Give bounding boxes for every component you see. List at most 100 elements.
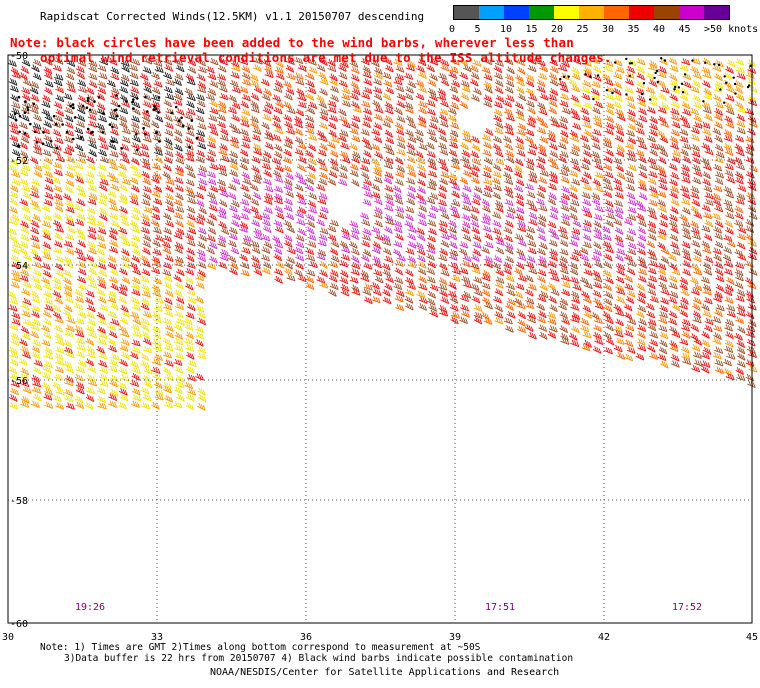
wind-barb [121,100,131,108]
wind-barb [272,121,282,129]
wind-barb [118,212,128,220]
wind-barb [162,212,172,221]
wind-barb [559,266,569,275]
wind-barb [460,304,470,312]
wind-barb [627,108,636,117]
wind-barb [8,346,18,354]
wind-barb [726,85,735,94]
wind-barb [20,268,30,277]
wind-barb [110,318,120,326]
quality-circle [101,131,105,134]
wind-barb [8,206,18,214]
wind-barb [591,197,601,206]
wind-barb [625,176,635,184]
wind-barb [506,310,516,319]
wind-barb [76,198,86,207]
wind-barb [130,360,139,369]
wind-barb [524,183,535,191]
wind-barb [494,120,504,129]
wind-barb [736,346,746,355]
wind-barb [396,135,406,143]
wind-barb [440,58,450,67]
wind-barb [723,246,733,254]
wind-barb [581,92,591,101]
wind-barb [184,282,194,291]
wind-barb [515,178,525,187]
wind-barb [31,374,40,383]
wind-barb [737,253,747,261]
wind-barb [493,65,503,74]
wind-barb [262,177,272,186]
wind-barb [186,219,195,228]
wind-barb [132,149,142,157]
wind-barb [524,301,535,310]
wind-barb [76,253,86,262]
wind-barb [406,155,416,164]
wind-barb [484,232,493,241]
wind-barb [217,79,226,87]
wind-barb [106,79,116,88]
wind-barb [227,239,237,248]
wind-barb [536,190,545,199]
wind-barb [196,99,206,108]
wind-barb [352,105,362,114]
wind-barb [129,163,139,172]
wind-barb [504,177,514,186]
wind-barb [438,262,448,271]
wind-barb [31,295,40,304]
wind-barb [30,226,40,235]
wind-barb [504,325,514,333]
wind-barb [242,234,252,242]
wind-barb [747,178,756,186]
lon-tick-label-42: 42 [598,632,610,643]
wind-barb [208,212,218,221]
wind-barb [481,198,490,207]
wind-barb [547,93,557,102]
wind-barb [97,402,107,410]
wind-barb [670,128,680,137]
wind-barb [296,218,306,226]
wind-barb [187,296,197,304]
wind-barb [151,401,160,410]
wind-barb [150,120,160,129]
wind-barb [582,157,591,165]
quality-circle [85,106,89,109]
wind-barb [647,288,657,296]
wind-barb [561,107,571,115]
wind-barb [19,338,28,347]
wind-barb [118,367,128,375]
wind-barb [363,178,372,186]
wind-barb [184,136,194,145]
wind-barb [495,238,505,246]
wind-barb [726,304,736,312]
wind-barb [119,316,129,325]
legend-swatch-7 [629,6,654,19]
wind-barb [64,329,74,338]
wind-barb [462,184,472,193]
wind-barb [637,256,646,264]
quality-circle [660,57,663,60]
wind-barb [638,107,647,116]
wind-barb [517,219,526,228]
wind-barb [86,346,96,354]
wind-barb [229,79,239,88]
wind-barb [471,197,481,206]
wind-barb [548,268,558,276]
wind-barb [87,226,97,234]
wind-barb [108,232,118,241]
wind-barb [75,120,85,128]
wind-barb [306,80,315,88]
wind-barb [484,85,493,94]
wind-barb [285,172,294,181]
wind-barb [330,135,340,144]
wind-barb [668,57,678,66]
wind-barb [682,357,692,366]
wind-barb [492,227,502,235]
wind-barb [54,57,64,65]
wind-barb [329,158,339,166]
wind-barb [22,213,32,222]
wind-barb [427,183,437,191]
wind-barb [385,136,395,145]
wind-barb [250,105,260,114]
wind-barb [130,121,140,129]
